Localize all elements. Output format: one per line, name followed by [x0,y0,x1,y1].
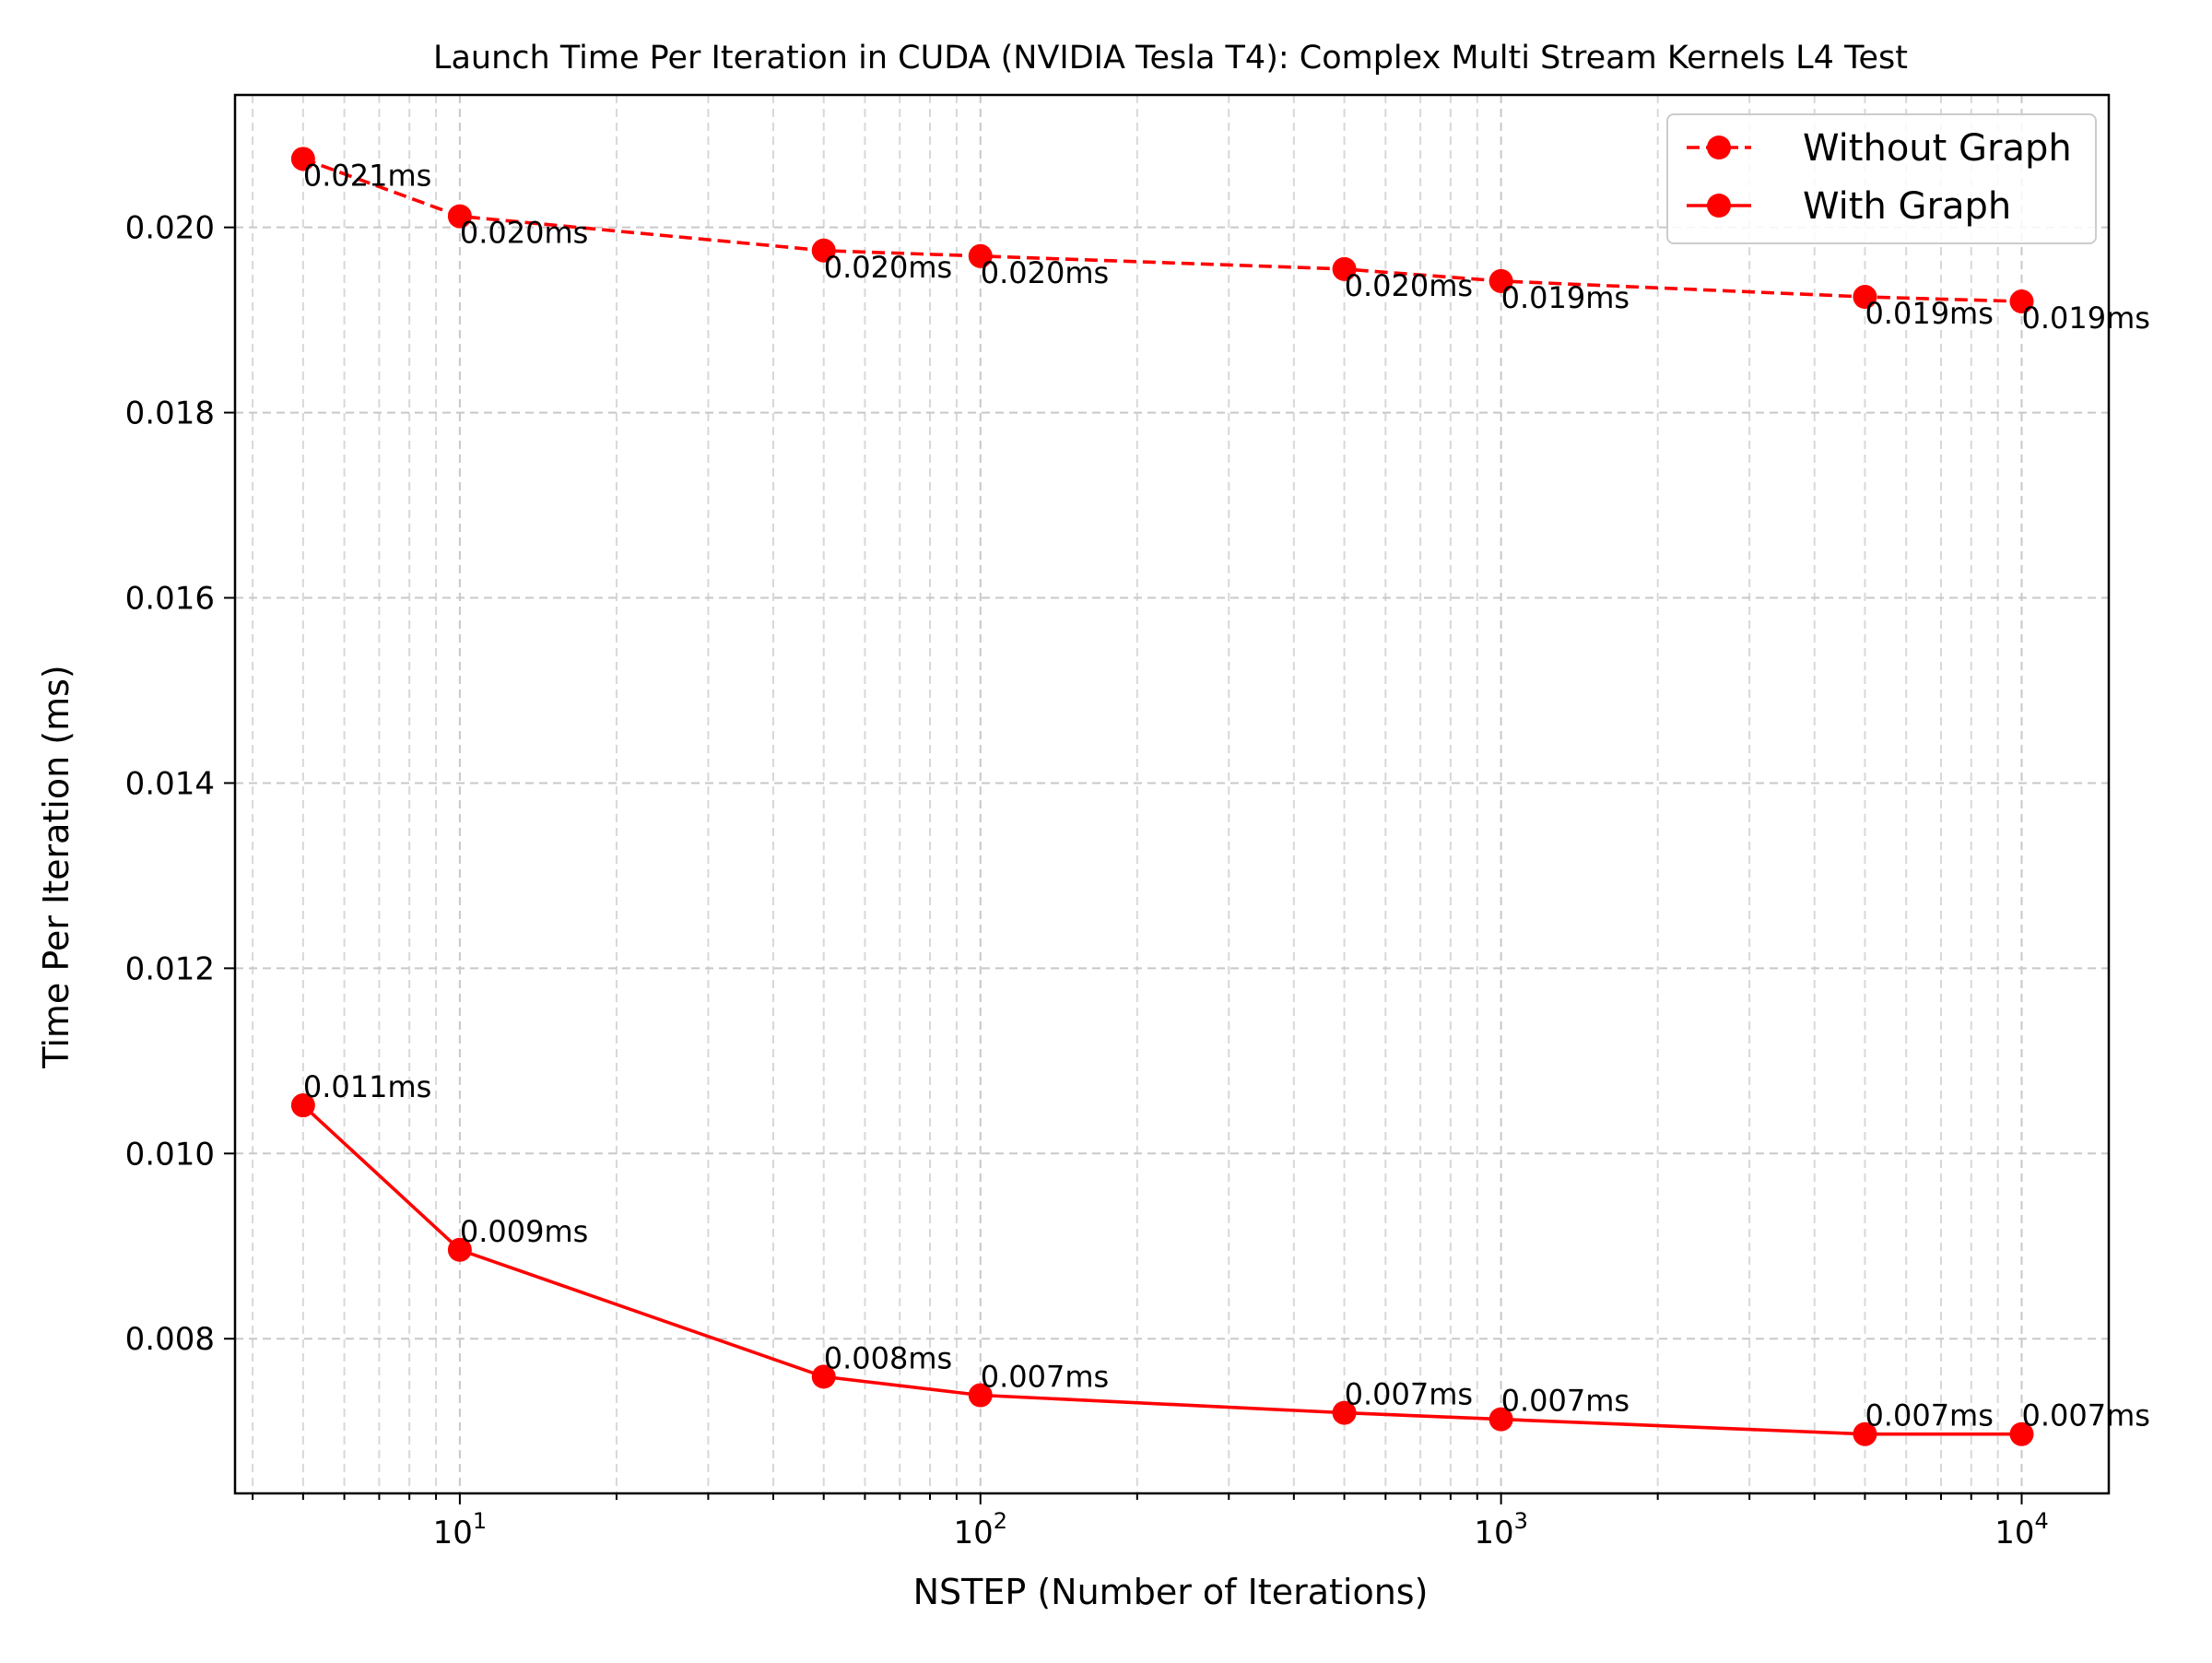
data-point [968,243,993,268]
x-tick-exponent: 3 [1514,1508,1528,1534]
legend-marker [1707,194,1731,218]
data-point [447,1237,472,1262]
x-tick-label: 101 [433,1508,488,1551]
legend-label: Without Graph [1803,127,2072,170]
legend-box [1666,113,2097,244]
y-tick-label: 0.008 [125,1321,215,1358]
data-label: 0.007ms [2021,1398,2149,1433]
data-point [1853,285,1877,310]
x-tick-base: 10 [1474,1515,1513,1551]
data-label: 0.020ms [981,255,1109,290]
data-point [290,1093,315,1118]
data-point [290,147,315,171]
data-point [447,204,472,229]
series-without-graph [290,147,2034,314]
x-tick-base: 10 [953,1515,993,1551]
data-label: 0.019ms [1865,296,1993,331]
data-label: 0.020ms [824,250,952,285]
legend-label: With Graph [1803,185,2011,228]
x-tick-label: 103 [1474,1508,1528,1551]
y-tick-label: 0.012 [125,950,215,987]
data-label: 0.009ms [460,1214,588,1249]
data-label: 0.020ms [460,216,588,251]
y-tick-label: 0.018 [125,395,215,432]
data-label: 0.007ms [981,1360,1109,1395]
data-point [2009,289,2034,314]
data-label: 0.008ms [824,1340,952,1375]
data-label: 0.020ms [1345,268,1473,303]
data-point [968,1383,993,1408]
grid [235,95,2109,1493]
legend-entry: Without Graph [1687,127,2072,170]
data-label: 0.011ms [303,1069,431,1104]
x-tick-base: 10 [433,1515,473,1551]
series-line [301,1103,2022,1436]
y-tick-label: 0.010 [125,1136,215,1173]
x-tick-label: 104 [1994,1508,2049,1551]
data-point [1488,1407,1513,1432]
x-axis-label: NSTEP (Number of Iterations) [913,1572,1429,1612]
series-layer [290,147,2034,1446]
series-with-graph [290,1093,2034,1446]
data-point [1332,1400,1357,1425]
x-tick-exponent: 2 [994,1508,1007,1534]
data-point [2009,1421,2034,1446]
y-tick-label: 0.020 [125,210,215,247]
data-labels: 0.021ms 0.020ms 0.020ms 0.020ms 0.020ms 0.019… [303,158,2150,1433]
data-point [811,238,836,263]
x-tick-base: 10 [1994,1515,2034,1551]
legend-entry: With Graph [1687,185,2011,228]
data-point [1332,256,1357,281]
data-label: 0.021ms [303,158,431,193]
series-line [302,157,2022,303]
data-label: 0.007ms [1501,1384,1630,1419]
y-tick-label: 0.014 [125,765,215,802]
chart-title: Launch Time Per Iteration in CUDA (NVIDI… [433,40,1908,77]
x-tick-label: 102 [953,1508,1007,1551]
y-tick-label: 0.016 [125,581,215,618]
data-point [811,1364,836,1389]
data-label: 0.019ms [2021,301,2149,336]
data-label: 0.007ms [1345,1377,1473,1412]
data-label: 0.019ms [1501,280,1630,315]
x-tick-exponent: 4 [2034,1508,2048,1534]
legend: Without Graph With Graph [1666,113,2097,244]
legend-marker [1707,136,1731,159]
y-axis-label: Time Per Iteration (ms) [36,665,76,1068]
data-point [1853,1421,1877,1446]
plot-frame [233,93,2111,1495]
data-label: 0.007ms [1865,1398,1993,1433]
x-tick-exponent: 1 [473,1508,487,1534]
data-point [1488,268,1513,293]
